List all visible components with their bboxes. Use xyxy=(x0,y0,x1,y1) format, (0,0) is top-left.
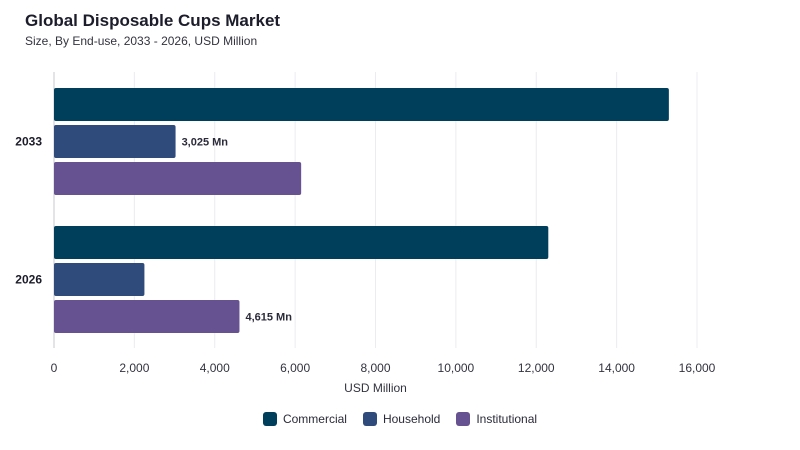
x-tick-label: 16,000 xyxy=(679,361,716,375)
x-tick-label: 0 xyxy=(51,361,58,375)
bar-institutional-2026 xyxy=(54,300,240,333)
legend-item-household[interactable]: Household xyxy=(362,412,441,426)
legend: Commercial Household Institutional xyxy=(0,412,800,426)
bar-commercial-2033 xyxy=(54,88,669,121)
category-label: 2033 xyxy=(15,135,42,149)
legend-swatch-household xyxy=(362,412,377,426)
x-tick-label: 14,000 xyxy=(598,361,635,375)
bar-chart: 0 2,000 4,000 6,000 8,000 10,000 12,000 14,000 1… xyxy=(15,72,716,395)
chart-title: Global Disposable Cups Market xyxy=(25,11,281,30)
legend-item-institutional[interactable]: Institutional xyxy=(456,412,537,426)
x-tick-label: 12,000 xyxy=(518,361,555,375)
legend-item-commercial[interactable]: Commercial xyxy=(262,412,347,426)
bar-household-2026 xyxy=(54,263,145,296)
bar-commercial-2026 xyxy=(54,226,549,259)
bar-institutional-2033 xyxy=(54,162,302,195)
x-tick-label: 10,000 xyxy=(438,361,475,375)
chart-subtitle: Size, By End-use, 2033 - 2026, USD Milli… xyxy=(25,34,258,48)
x-tick-label: 2,000 xyxy=(119,361,149,375)
category-label: 2026 xyxy=(15,273,42,287)
data-label: 3,025 Mn xyxy=(182,137,229,149)
bar-household-2033 xyxy=(54,125,176,158)
legend-swatch-commercial xyxy=(262,412,277,426)
legend-label-household: Household xyxy=(382,412,441,426)
data-label: 4,615 Mn xyxy=(245,312,292,324)
legend-label-commercial: Commercial xyxy=(282,412,347,426)
legend-label-institutional: Institutional xyxy=(476,412,538,426)
x-axis-title: USD Million xyxy=(344,381,407,395)
legend-swatch-institutional xyxy=(456,412,471,426)
x-tick-label: 6,000 xyxy=(280,361,310,375)
x-tick-label: 8,000 xyxy=(360,361,390,375)
x-tick-label: 4,000 xyxy=(200,361,230,375)
